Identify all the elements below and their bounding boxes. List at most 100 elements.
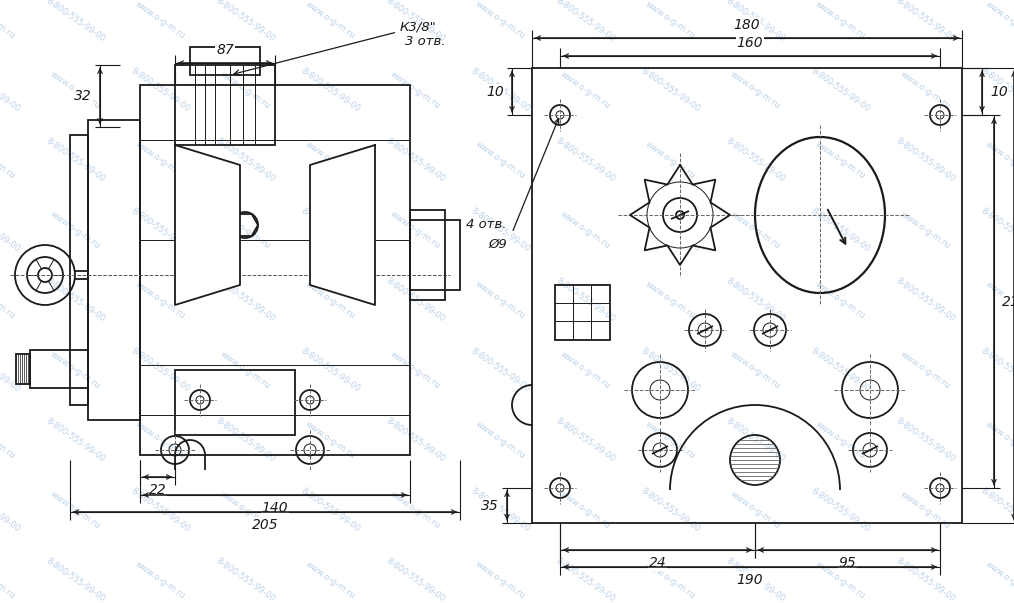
Text: 8-800-555-99-00: 8-800-555-99-00: [979, 66, 1014, 114]
Text: www.o-g-m.ru: www.o-g-m.ru: [643, 0, 697, 40]
Text: 22: 22: [149, 483, 166, 497]
Text: www.o-g-m.ru: www.o-g-m.ru: [134, 139, 187, 180]
Text: www.o-g-m.ru: www.o-g-m.ru: [474, 139, 526, 180]
Text: 8-800-555-99-00: 8-800-555-99-00: [383, 136, 446, 184]
Text: 8-800-555-99-00: 8-800-555-99-00: [383, 556, 446, 603]
Text: 8-800-555-99-00: 8-800-555-99-00: [383, 276, 446, 324]
Text: 8-800-555-99-00: 8-800-555-99-00: [468, 346, 531, 394]
Text: 8-800-555-99-00: 8-800-555-99-00: [979, 346, 1014, 394]
Text: www.o-g-m.ru: www.o-g-m.ru: [559, 350, 611, 391]
Text: www.o-g-m.ru: www.o-g-m.ru: [49, 490, 101, 531]
Text: 8-800-555-99-00: 8-800-555-99-00: [893, 136, 956, 184]
Text: www.o-g-m.ru: www.o-g-m.ru: [984, 420, 1014, 461]
Text: www.o-g-m.ru: www.o-g-m.ru: [49, 350, 101, 391]
Bar: [88, 120, 140, 420]
Text: www.o-g-m.ru: www.o-g-m.ru: [559, 69, 611, 110]
Text: www.o-g-m.ru: www.o-g-m.ru: [0, 420, 16, 461]
Text: www.o-g-m.ru: www.o-g-m.ru: [49, 69, 101, 110]
Text: 8-800-555-99-00: 8-800-555-99-00: [214, 0, 276, 44]
Text: www.o-g-m.ru: www.o-g-m.ru: [474, 279, 526, 321]
Text: 8-800-555-99-00: 8-800-555-99-00: [468, 206, 531, 254]
Text: 8-800-555-99-00: 8-800-555-99-00: [639, 346, 702, 394]
Text: 8-800-555-99-00: 8-800-555-99-00: [0, 66, 21, 114]
Text: www.o-g-m.ru: www.o-g-m.ru: [303, 279, 357, 321]
Text: 8-800-555-99-00: 8-800-555-99-00: [724, 0, 786, 44]
Text: 8-800-555-99-00: 8-800-555-99-00: [129, 486, 192, 534]
Text: www.o-g-m.ru: www.o-g-m.ru: [218, 209, 272, 250]
Text: 8-800-555-99-00: 8-800-555-99-00: [383, 0, 446, 44]
Text: 8-800-555-99-00: 8-800-555-99-00: [893, 416, 956, 464]
Text: www.o-g-m.ru: www.o-g-m.ru: [898, 490, 952, 531]
Text: 8-800-555-99-00: 8-800-555-99-00: [0, 206, 21, 254]
Text: www.o-g-m.ru: www.o-g-m.ru: [813, 420, 867, 461]
Text: 87: 87: [216, 43, 234, 57]
Text: www.o-g-m.ru: www.o-g-m.ru: [984, 0, 1014, 40]
Text: 8-800-555-99-00: 8-800-555-99-00: [44, 416, 106, 464]
Text: 8-800-555-99-00: 8-800-555-99-00: [893, 556, 956, 603]
Text: 8-800-555-99-00: 8-800-555-99-00: [893, 0, 956, 44]
Text: 10: 10: [990, 84, 1008, 98]
Bar: [532, 68, 962, 523]
Text: 8-800-555-99-00: 8-800-555-99-00: [468, 66, 531, 114]
Bar: [410, 210, 445, 300]
Text: www.o-g-m.ru: www.o-g-m.ru: [0, 279, 16, 321]
Text: 8-800-555-99-00: 8-800-555-99-00: [468, 486, 531, 534]
Text: 8-800-555-99-00: 8-800-555-99-00: [44, 136, 106, 184]
Text: 8-800-555-99-00: 8-800-555-99-00: [809, 346, 871, 394]
Text: 8-800-555-99-00: 8-800-555-99-00: [554, 416, 617, 464]
Text: 190: 190: [737, 573, 764, 587]
Text: www.o-g-m.ru: www.o-g-m.ru: [218, 490, 272, 531]
Text: www.o-g-m.ru: www.o-g-m.ru: [559, 490, 611, 531]
Text: 3 отв.: 3 отв.: [405, 35, 445, 48]
Bar: [30, 350, 88, 388]
Text: www.o-g-m.ru: www.o-g-m.ru: [474, 560, 526, 601]
Text: 8-800-555-99-00: 8-800-555-99-00: [44, 0, 106, 44]
Text: Ø9: Ø9: [489, 238, 507, 251]
Bar: [140, 85, 410, 455]
Text: 8-800-555-99-00: 8-800-555-99-00: [129, 206, 192, 254]
Text: www.o-g-m.ru: www.o-g-m.ru: [134, 560, 187, 601]
Text: 140: 140: [262, 501, 288, 515]
Text: 8-800-555-99-00: 8-800-555-99-00: [554, 0, 617, 44]
Text: www.o-g-m.ru: www.o-g-m.ru: [813, 139, 867, 180]
Text: 8-800-555-99-00: 8-800-555-99-00: [554, 136, 617, 184]
Text: www.o-g-m.ru: www.o-g-m.ru: [643, 139, 697, 180]
Text: 160: 160: [737, 36, 764, 50]
Text: www.o-g-m.ru: www.o-g-m.ru: [303, 560, 357, 601]
Bar: [555, 285, 610, 340]
Text: www.o-g-m.ru: www.o-g-m.ru: [728, 350, 782, 391]
Text: 8-800-555-99-00: 8-800-555-99-00: [554, 276, 617, 324]
Text: www.o-g-m.ru: www.o-g-m.ru: [559, 209, 611, 250]
Text: 8-800-555-99-00: 8-800-555-99-00: [809, 486, 871, 534]
Text: www.o-g-m.ru: www.o-g-m.ru: [813, 560, 867, 601]
Text: 8-800-555-99-00: 8-800-555-99-00: [0, 346, 21, 394]
Bar: [175, 370, 295, 435]
Text: www.o-g-m.ru: www.o-g-m.ru: [218, 350, 272, 391]
Text: 8-800-555-99-00: 8-800-555-99-00: [214, 556, 276, 603]
Text: www.o-g-m.ru: www.o-g-m.ru: [728, 69, 782, 110]
Text: www.o-g-m.ru: www.o-g-m.ru: [303, 420, 357, 461]
Text: www.o-g-m.ru: www.o-g-m.ru: [643, 560, 697, 601]
Text: 8-800-555-99-00: 8-800-555-99-00: [299, 206, 361, 254]
Text: 205: 205: [251, 518, 278, 532]
Text: www.o-g-m.ru: www.o-g-m.ru: [303, 0, 357, 40]
Polygon shape: [310, 145, 375, 305]
Text: 8-800-555-99-00: 8-800-555-99-00: [979, 486, 1014, 534]
Text: 8-800-555-99-00: 8-800-555-99-00: [299, 346, 361, 394]
Text: 8-800-555-99-00: 8-800-555-99-00: [129, 346, 192, 394]
Text: 32: 32: [74, 89, 92, 103]
Text: 8-800-555-99-00: 8-800-555-99-00: [129, 66, 192, 114]
Text: www.o-g-m.ru: www.o-g-m.ru: [474, 420, 526, 461]
Text: 8-800-555-99-00: 8-800-555-99-00: [299, 66, 361, 114]
Text: 8-800-555-99-00: 8-800-555-99-00: [724, 416, 786, 464]
Text: 35: 35: [482, 499, 499, 513]
Bar: [175, 65, 275, 145]
Text: www.o-g-m.ru: www.o-g-m.ru: [134, 279, 187, 321]
Text: www.o-g-m.ru: www.o-g-m.ru: [643, 279, 697, 321]
Text: www.o-g-m.ru: www.o-g-m.ru: [813, 0, 867, 40]
Text: www.o-g-m.ru: www.o-g-m.ru: [134, 420, 187, 461]
Text: www.o-g-m.ru: www.o-g-m.ru: [388, 209, 442, 250]
Text: 8-800-555-99-00: 8-800-555-99-00: [44, 276, 106, 324]
Text: 8-800-555-99-00: 8-800-555-99-00: [639, 66, 702, 114]
Text: 210: 210: [1002, 294, 1014, 309]
